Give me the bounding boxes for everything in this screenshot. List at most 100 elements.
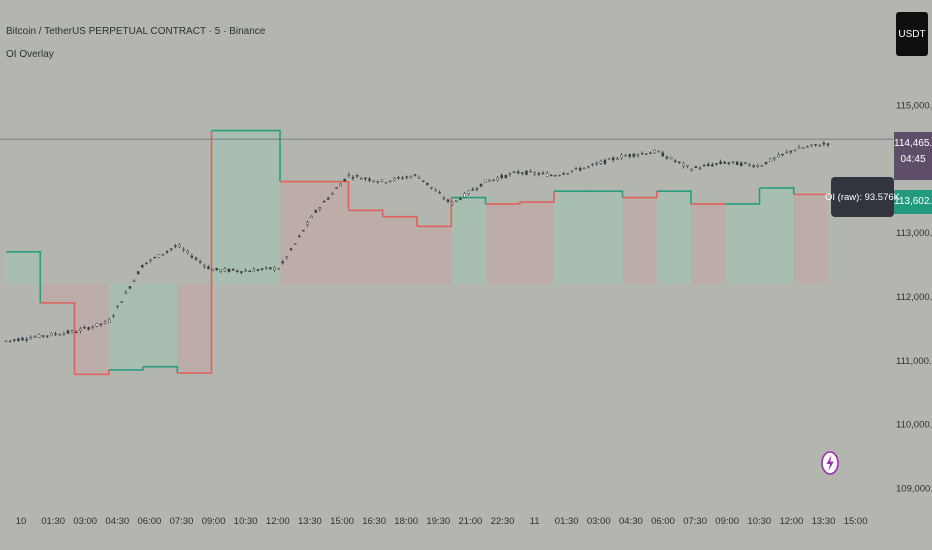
candle-body xyxy=(178,244,181,248)
candle-body xyxy=(661,152,665,157)
oi-line-segment xyxy=(417,197,453,228)
oi-fill-segment xyxy=(245,130,280,284)
price-tick-label: 111,000.0 xyxy=(896,356,932,367)
candle-body xyxy=(496,177,499,181)
oi-fill-segment xyxy=(177,283,212,374)
time-tick-label: 07:30 xyxy=(683,516,707,527)
candle-body xyxy=(132,279,136,282)
candle-body xyxy=(161,253,165,256)
candle-body xyxy=(645,153,648,155)
candle-body xyxy=(599,161,603,164)
candle-body xyxy=(314,210,318,213)
candle-body xyxy=(103,321,107,324)
candle-body xyxy=(822,142,826,145)
candle-body xyxy=(463,193,466,198)
candle-body xyxy=(388,180,392,182)
candle-body xyxy=(727,162,731,164)
candle-body xyxy=(545,173,549,177)
candle-body xyxy=(99,323,103,325)
candle-body xyxy=(339,183,342,187)
candle-body xyxy=(583,167,586,170)
oi-line-segment xyxy=(245,129,281,182)
time-tick-label: 06:00 xyxy=(651,516,675,527)
candle-body xyxy=(215,267,218,271)
candle-body xyxy=(355,175,359,177)
time-tick-label: 12:00 xyxy=(780,516,804,527)
candle-body xyxy=(368,178,371,181)
candle-body xyxy=(483,179,487,183)
candle-body xyxy=(364,177,367,180)
candle-body xyxy=(785,151,788,154)
oi-fill-segment xyxy=(314,181,349,284)
price-tick-label: 112,000.0 xyxy=(896,292,932,303)
candle-body xyxy=(624,155,627,157)
currency-button[interactable]: USDT xyxy=(896,12,928,56)
candle-body xyxy=(33,336,37,338)
time-tick-label: 03:00 xyxy=(587,516,611,527)
price-tick-label: 110,000.0 xyxy=(896,420,932,431)
flash-icon[interactable] xyxy=(821,451,839,475)
candle-body xyxy=(58,334,61,336)
candle-body xyxy=(223,268,227,272)
time-tick-label: 13:30 xyxy=(812,516,836,527)
oi-fill-segment xyxy=(211,130,246,284)
candle-body xyxy=(169,248,173,250)
candle-body xyxy=(488,180,491,182)
oi-fill-segment xyxy=(519,202,554,284)
candle-body xyxy=(533,172,536,175)
candle-body xyxy=(574,167,578,170)
candle-body xyxy=(587,166,590,168)
candle-body xyxy=(752,165,755,168)
time-tick-label: 07:30 xyxy=(170,516,194,527)
candle-body xyxy=(293,243,297,245)
candle-body xyxy=(372,180,375,183)
oi-fill-segment xyxy=(725,203,760,284)
price-tick-label: 109,000.0 xyxy=(896,484,932,495)
candle-body xyxy=(723,161,726,164)
candle-body xyxy=(603,159,607,164)
candle-body xyxy=(566,172,570,175)
candle-body xyxy=(120,301,123,303)
candle-body xyxy=(37,334,41,338)
candle-body xyxy=(430,186,433,189)
oi-raw-callout: OI (raw): 93.576K xyxy=(825,177,900,217)
candle-body xyxy=(165,251,169,253)
time-tick-label: 04:30 xyxy=(105,516,129,527)
candle-body xyxy=(492,179,495,181)
time-tick-label: 21:00 xyxy=(459,516,483,527)
candle-body xyxy=(512,171,516,173)
candle-body xyxy=(380,179,384,182)
candle-body xyxy=(731,161,735,163)
oi-value-tag: 113,602.2 xyxy=(894,190,932,214)
candle-body xyxy=(781,153,784,156)
symbol-title[interactable]: Bitcoin / TetherUS PERPETUAL CONTRACT · … xyxy=(6,26,266,37)
candle-body xyxy=(558,174,561,177)
candle-body xyxy=(83,326,86,329)
candle-body xyxy=(591,163,594,166)
candle-body xyxy=(694,166,698,168)
candle-body xyxy=(66,330,70,334)
candle-body xyxy=(128,286,132,289)
price-tick-label: 113,000.0 xyxy=(896,228,932,239)
candle-body xyxy=(504,174,508,179)
candle-body xyxy=(240,271,243,273)
candle-body xyxy=(174,245,177,247)
candle-body xyxy=(636,154,640,156)
candle-body xyxy=(269,267,272,270)
candle-body xyxy=(454,199,458,202)
price-axis-bg[interactable] xyxy=(893,0,932,550)
candle-body xyxy=(434,189,437,192)
candle-body xyxy=(25,339,28,341)
candle-body xyxy=(318,207,322,210)
candle-body xyxy=(673,160,677,162)
time-tick-label: 18:00 xyxy=(394,516,418,527)
candle-body xyxy=(50,332,53,336)
indicator-title[interactable]: OI Overlay xyxy=(6,49,54,60)
oi-overlay-line xyxy=(6,129,828,376)
candle-body xyxy=(698,167,702,169)
candle-body xyxy=(79,328,82,332)
candle-body xyxy=(157,254,161,258)
candle-body xyxy=(87,327,90,330)
